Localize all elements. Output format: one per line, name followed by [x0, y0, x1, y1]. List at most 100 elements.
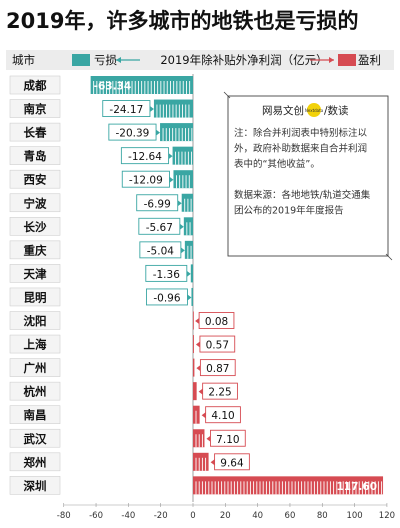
- value-label-pointer: [186, 270, 191, 277]
- city-label: 重庆: [24, 243, 47, 257]
- city-label-box: [9, 334, 61, 354]
- x-axis: -80 -60 -40 -20 0 20 40 60 80 100 120: [57, 503, 395, 521]
- city-label-box: [9, 428, 61, 448]
- x-tick-label: 120: [379, 511, 395, 521]
- value-label: 7.10: [216, 434, 239, 446]
- profit-bar: [193, 382, 197, 401]
- metric-label: 2019年除补贴外净利润（亿元）: [160, 53, 327, 67]
- value-label: 2.25: [208, 387, 231, 399]
- loss-label: 亏损: [94, 53, 117, 67]
- value-label: -5.67: [146, 222, 173, 234]
- brand-badge-icon: [307, 103, 321, 117]
- city-label: 昆明: [24, 290, 47, 304]
- city-label: 宁波: [24, 196, 47, 210]
- city-label-box: [9, 217, 61, 236]
- city-label: 天津: [24, 267, 47, 281]
- city-label-box: [9, 264, 61, 283]
- bars-layer: 成都 -63.34 南京 -24.17 长春 -20.39 青岛 -12.64 西安 -12.09…: [9, 74, 384, 502]
- city-label: 杭州: [24, 385, 47, 399]
- note-corner-line: [385, 253, 393, 261]
- brand-name: 网易文创: [262, 104, 304, 117]
- x-tick-label: -20: [154, 511, 168, 521]
- city-label: 沈阳: [24, 314, 47, 328]
- loss-bar: [191, 287, 193, 306]
- value-label-pointer: [149, 106, 154, 113]
- value-label-pointer: [196, 365, 201, 372]
- city-label-box: [9, 122, 61, 142]
- loss-bar: [160, 123, 193, 142]
- city-label-box: [9, 169, 61, 189]
- chart-header: 城市 亏损 2019年除补贴外净利润（亿元） 盈利: [6, 50, 394, 70]
- profit-arrowhead: [329, 57, 334, 63]
- city-label-box: [9, 381, 61, 401]
- value-label: 4.10: [211, 410, 234, 422]
- value-label: -5.04: [147, 245, 174, 257]
- value-label: -12.09: [129, 175, 163, 187]
- city-label-box: [9, 311, 61, 330]
- value-label: -24.17: [109, 104, 143, 116]
- value-label: 0.87: [206, 363, 229, 375]
- city-label-box: [9, 75, 61, 95]
- city-label-box: [9, 99, 61, 118]
- city-label: 青岛: [24, 149, 47, 163]
- profit-bar: [193, 335, 194, 354]
- value-label: 0.57: [206, 340, 229, 352]
- value-label-pointer: [206, 435, 211, 442]
- x-tick-label: 60: [285, 511, 296, 521]
- value-label: 9.64: [220, 457, 244, 469]
- city-label-box: [9, 146, 61, 165]
- value-label-pointer: [168, 153, 173, 160]
- x-tick-label: -80: [57, 511, 71, 521]
- value-label-pointer: [210, 459, 215, 466]
- value-label: 0.08: [205, 316, 228, 328]
- loss-bar: [183, 217, 193, 236]
- note-line: 注：除合并利润表中特别标注以: [234, 127, 368, 139]
- city-label: 成都: [24, 79, 47, 93]
- loss-bar: [172, 146, 193, 165]
- note-line: 表中的“其他收益”。: [234, 158, 320, 170]
- value-label-pointer: [156, 129, 161, 136]
- value-label-pointer: [195, 318, 200, 324]
- city-label: 南京: [24, 102, 47, 116]
- note-line: 团公布的2019年年度报告: [234, 205, 344, 217]
- value-label: -0.96: [153, 292, 180, 304]
- city-label-box: [9, 405, 61, 425]
- x-tick-label: 40: [252, 511, 263, 521]
- city-label-box: [9, 358, 61, 377]
- value-label: 117.60: [337, 481, 378, 493]
- profit-bar: [193, 311, 194, 330]
- city-label-box: [9, 193, 61, 213]
- value-label-pointer: [177, 200, 182, 207]
- value-label-pointer: [169, 176, 174, 183]
- city-column-label: 城市: [12, 53, 35, 67]
- value-label-pointer: [195, 341, 200, 348]
- note-line: 外，政府补助数据来自合并利润: [234, 143, 367, 155]
- city-label-box: [9, 476, 61, 495]
- profit-bar: [193, 358, 195, 377]
- value-label: -1.36: [153, 269, 180, 281]
- loss-bar: [181, 193, 193, 212]
- value-label: -6.99: [144, 198, 171, 210]
- loss-swatch: [72, 54, 90, 66]
- value-label-pointer: [179, 223, 184, 230]
- city-label: 郑州: [24, 455, 47, 469]
- city-label: 长沙: [24, 220, 47, 234]
- x-tick-label: 20: [220, 511, 231, 521]
- city-label: 长春: [24, 126, 47, 140]
- value-label: -63.34: [94, 81, 132, 93]
- profit-bar: [193, 429, 205, 448]
- x-tick-label: 0: [190, 511, 195, 521]
- value-label-pointer: [187, 294, 192, 301]
- profit-bar: [193, 452, 209, 471]
- city-label-box: [9, 240, 61, 260]
- note-line: 数据来源：各地地铁/轨道交通集: [234, 189, 371, 201]
- city-label: 南昌: [24, 408, 47, 422]
- profit-swatch: [338, 54, 356, 66]
- city-label: 广州: [24, 361, 47, 375]
- loss-bar: [184, 240, 193, 259]
- value-label-pointer: [198, 388, 203, 395]
- value-label: -20.39: [116, 128, 150, 140]
- value-label-pointer: [201, 412, 206, 419]
- loss-arrowhead: [116, 57, 121, 63]
- header-band: [6, 50, 394, 70]
